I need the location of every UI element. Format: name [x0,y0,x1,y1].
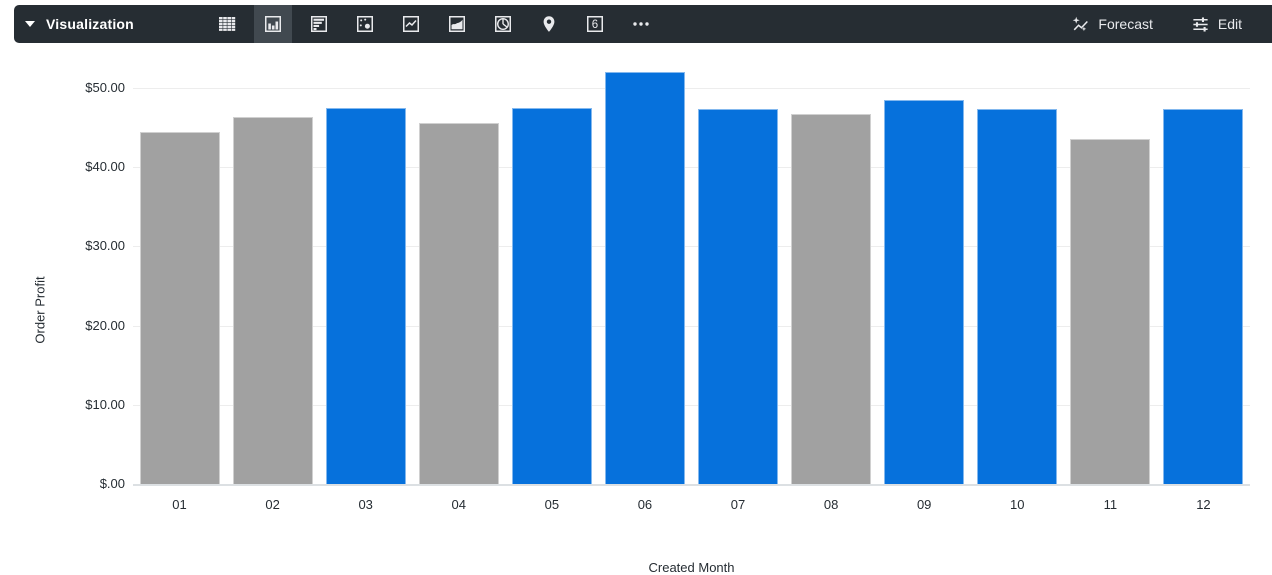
pie-chart-icon [493,14,513,34]
x-tick-label-11: 11 [1064,497,1157,512]
gridline-0 [133,484,1250,486]
forecast-button[interactable]: Forecast [1071,15,1152,34]
bar-month-11[interactable] [1070,139,1150,484]
viz-type-table-button[interactable] [208,5,246,43]
edit-settings-icon [1191,15,1210,34]
edit-label: Edit [1218,16,1242,32]
visualization-toolbar: Visualization [14,5,1272,43]
scatter-plot-icon [355,14,375,34]
more-viz-types-button[interactable] [622,5,660,43]
bar-horizontal-chart-icon [309,14,329,34]
x-tick-label-02: 02 [226,497,319,512]
y-tick-label: $20.00 [0,318,125,333]
bar-month-12[interactable] [1163,109,1243,484]
map-pin-icon [539,14,559,34]
bar-month-01[interactable] [140,132,220,484]
x-tick-label-07: 07 [692,497,785,512]
x-tick-label-06: 06 [598,497,691,512]
gridline-50 [133,88,1250,89]
bar-month-04[interactable] [419,123,499,484]
bar-month-03[interactable] [326,108,406,484]
y-tick-label: $.00 [0,476,125,491]
viz-type-line-button[interactable] [392,5,430,43]
line-chart-icon [401,14,421,34]
viz-type-scatter-button[interactable] [346,5,384,43]
y-tick-label: $10.00 [0,397,125,412]
x-tick-label-12: 12 [1157,497,1250,512]
x-axis-title: Created Month [133,560,1250,575]
svg-text:6: 6 [592,19,598,31]
viz-type-single-value-button[interactable]: 6 [576,5,614,43]
viz-type-column-button[interactable] [254,5,292,43]
x-tick-label-10: 10 [971,497,1064,512]
x-tick-label-04: 04 [412,497,505,512]
edit-button[interactable]: Edit [1191,15,1242,34]
viz-type-bar-horizontal-button[interactable] [300,5,338,43]
y-tick-label: $50.00 [0,80,125,95]
x-tick-label-03: 03 [319,497,412,512]
x-tick-label-05: 05 [505,497,598,512]
x-tick-label-09: 09 [878,497,971,512]
single-value-icon: 6 [585,14,605,34]
ellipsis-icon [631,14,651,34]
toolbar-title: Visualization [46,16,134,32]
forecast-label: Forecast [1098,16,1152,32]
bar-month-08[interactable] [791,114,871,484]
y-axis-title: Order Profit [33,276,48,343]
bar-month-09[interactable] [884,100,964,484]
forecast-icon [1071,15,1090,34]
column-chart-icon [263,14,283,34]
viz-type-map-button[interactable] [530,5,568,43]
table-icon [217,14,237,34]
x-tick-label-08: 08 [785,497,878,512]
bar-month-05[interactable] [512,108,592,484]
viz-type-group: 6 [208,5,668,43]
chart-region: Order Profit Created Month $.00$10.00$20… [0,43,1272,560]
toolbar-actions: Forecast Edit [1071,15,1272,34]
y-tick-label: $30.00 [0,238,125,253]
viz-type-area-button[interactable] [438,5,476,43]
x-tick-label-01: 01 [133,497,226,512]
viz-type-pie-button[interactable] [484,5,522,43]
bar-month-07[interactable] [698,109,778,484]
area-chart-icon [447,14,467,34]
y-tick-label: $40.00 [0,159,125,174]
bar-month-10[interactable] [977,109,1057,484]
bar-month-02[interactable] [233,117,313,484]
bar-month-06[interactable] [605,72,685,484]
collapse-caret-icon[interactable] [25,21,35,27]
